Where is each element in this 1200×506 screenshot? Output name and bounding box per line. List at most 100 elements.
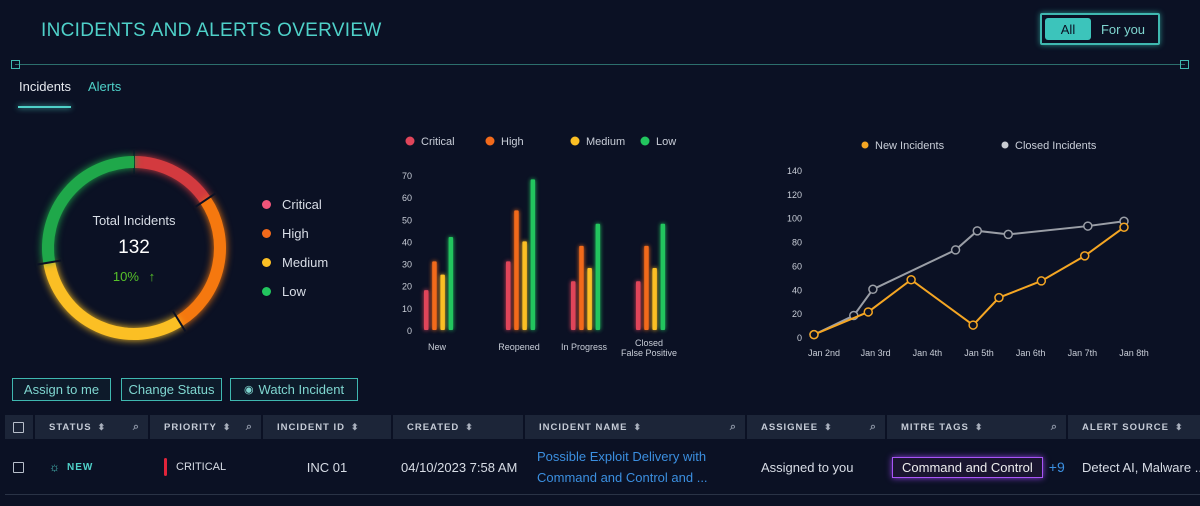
table-header: STATUS ⬍ ⌕ PRIORITY ⬍ ⌕ INCIDENT ID ⬍ CREATED ⬍ IN… <box>5 415 1200 439</box>
sort-icon[interactable]: ⬍ <box>633 421 643 432</box>
y-tick-label: 10 <box>402 304 412 314</box>
bar-medium <box>522 241 527 330</box>
legend-dot <box>485 136 495 146</box>
active-tab-indicator <box>18 106 71 108</box>
status-cell: ☼ NEW <box>35 440 148 494</box>
change-indicator: 10% ↑ <box>54 269 214 284</box>
sort-icon[interactable]: ⬍ <box>974 421 984 432</box>
data-point <box>809 329 819 340</box>
y-tick-label: 0 <box>797 333 802 343</box>
y-tick-label: 140 <box>787 166 802 176</box>
column-header-mitre-tags[interactable]: MITRE TAGS ⬍ ⌕ <box>887 415 1066 439</box>
y-tick-label: 30 <box>402 260 412 270</box>
legend-label: Critical <box>282 197 322 212</box>
donut-chart <box>37 150 226 340</box>
column-header-assignee[interactable]: ASSIGNEE ⬍ ⌕ <box>747 415 885 439</box>
y-tick-label: 50 <box>402 215 412 225</box>
page-title: INCIDENTS AND ALERTS OVERVIEW <box>41 20 382 41</box>
bar-critical <box>636 281 641 330</box>
donut-segment-low <box>42 156 135 264</box>
sort-icon[interactable]: ⬍ <box>222 421 232 432</box>
assign-to-me-button[interactable]: Assign to me <box>12 378 111 401</box>
series-line-closed <box>813 220 1125 336</box>
column-header-created[interactable]: CREATED ⬍ <box>393 415 523 439</box>
column-label: INCIDENT NAME <box>539 421 628 433</box>
scope-toggle: All For you <box>1040 13 1160 45</box>
legend-label: New Incidents <box>875 140 945 152</box>
column-header-status[interactable]: STATUS ⬍ ⌕ <box>35 415 148 439</box>
watch-label: Watch Incident <box>258 382 345 397</box>
sort-icon[interactable]: ⬍ <box>97 421 107 432</box>
bar-low <box>595 223 601 330</box>
mitre-tags-cell: Command and Control +9 <box>887 440 1066 494</box>
column-header-alert-source[interactable]: ALERT SOURCE ⬍ <box>1068 415 1200 439</box>
x-tick-label: New <box>428 342 447 352</box>
bar-critical <box>571 281 576 330</box>
column-header-priority[interactable]: PRIORITY ⬍ ⌕ <box>150 415 261 439</box>
x-tick-label: Reopened <box>498 342 540 352</box>
arrow-up-icon: ↑ <box>148 269 156 284</box>
bar-high <box>579 245 584 330</box>
search-icon[interactable]: ⌕ <box>245 420 253 433</box>
data-point <box>1036 276 1047 286</box>
column-label: MITRE TAGS <box>901 421 969 433</box>
data-point <box>972 226 983 236</box>
search-icon[interactable]: ⌕ <box>869 420 877 433</box>
incident-name-link[interactable]: Possible Exploit Delivery with Command an… <box>525 440 745 494</box>
alert-source: Detect AI, Malware ... <box>1082 459 1200 475</box>
bar-medium <box>440 274 445 330</box>
select-all-checkbox[interactable] <box>13 421 24 433</box>
mitre-tag[interactable]: Command and Control <box>892 456 1043 478</box>
column-label: CREATED <box>407 421 460 433</box>
data-point <box>906 274 916 285</box>
more-tags-link[interactable]: +9 <box>1048 459 1065 475</box>
bar-critical <box>424 290 429 330</box>
donut-label: Total Incidents <box>92 213 176 228</box>
donut-segment-medium <box>43 261 183 340</box>
legend-dot <box>570 136 580 146</box>
legend-dot <box>262 258 271 267</box>
toggle-for-you[interactable]: For you <box>1100 21 1146 37</box>
legend-label: Medium <box>282 255 329 270</box>
column-header-incident-name[interactable]: INCIDENT NAME ⬍ ⌕ <box>525 415 745 439</box>
tab-alerts[interactable]: Alerts <box>88 79 122 94</box>
toggle-all[interactable]: All <box>1045 18 1091 40</box>
data-point <box>1079 251 1090 261</box>
x-tick-label: Jan 5th <box>964 348 994 358</box>
change-status-button[interactable]: Change Status <box>121 378 222 401</box>
tab-incidents[interactable]: Incidents <box>19 79 72 94</box>
table-row[interactable]: ☼ NEW CRITICAL INC 01 04/10/2023 7:58 AM … <box>5 440 1200 495</box>
legend-item: High <box>262 226 328 241</box>
search-icon[interactable]: ⌕ <box>132 420 140 433</box>
data-point <box>863 307 873 317</box>
sort-icon[interactable]: ⬍ <box>351 421 360 432</box>
legend-dot <box>262 287 271 296</box>
sort-icon[interactable]: ⬍ <box>465 421 474 432</box>
data-point <box>1003 229 1014 240</box>
y-tick-label: 20 <box>792 309 802 319</box>
sort-icon[interactable]: ⬍ <box>1174 421 1184 432</box>
x-tick-label: In Progress <box>561 342 608 352</box>
column-header-incident-id[interactable]: INCIDENT ID ⬍ <box>263 415 391 439</box>
row-checkbox[interactable] <box>13 461 24 473</box>
legend-label: High <box>501 136 524 148</box>
header-divider <box>15 64 1185 65</box>
y-tick-label: 40 <box>402 237 412 247</box>
segment-divider <box>172 310 187 332</box>
legend-item: Low <box>262 284 328 299</box>
column-label: ASSIGNEE <box>761 421 819 433</box>
y-tick-label: 120 <box>787 190 802 200</box>
search-icon[interactable]: ⌕ <box>1050 420 1058 433</box>
donut-segment-critical <box>133 156 211 204</box>
legend-item: Critical <box>262 197 328 212</box>
y-tick-label: 100 <box>787 214 802 224</box>
priority-cell: CRITICAL <box>150 440 261 494</box>
search-icon[interactable]: ⌕ <box>729 420 737 433</box>
legend-dot <box>861 141 869 149</box>
legend-item: Medium <box>262 255 328 270</box>
sort-icon[interactable]: ⬍ <box>824 421 833 432</box>
x-tick-label: Jan 2nd <box>808 348 840 358</box>
data-point <box>994 292 1004 303</box>
watch-incident-button[interactable]: ◉ Watch Incident <box>230 378 358 401</box>
x-tick-label: Closed <box>635 338 663 348</box>
